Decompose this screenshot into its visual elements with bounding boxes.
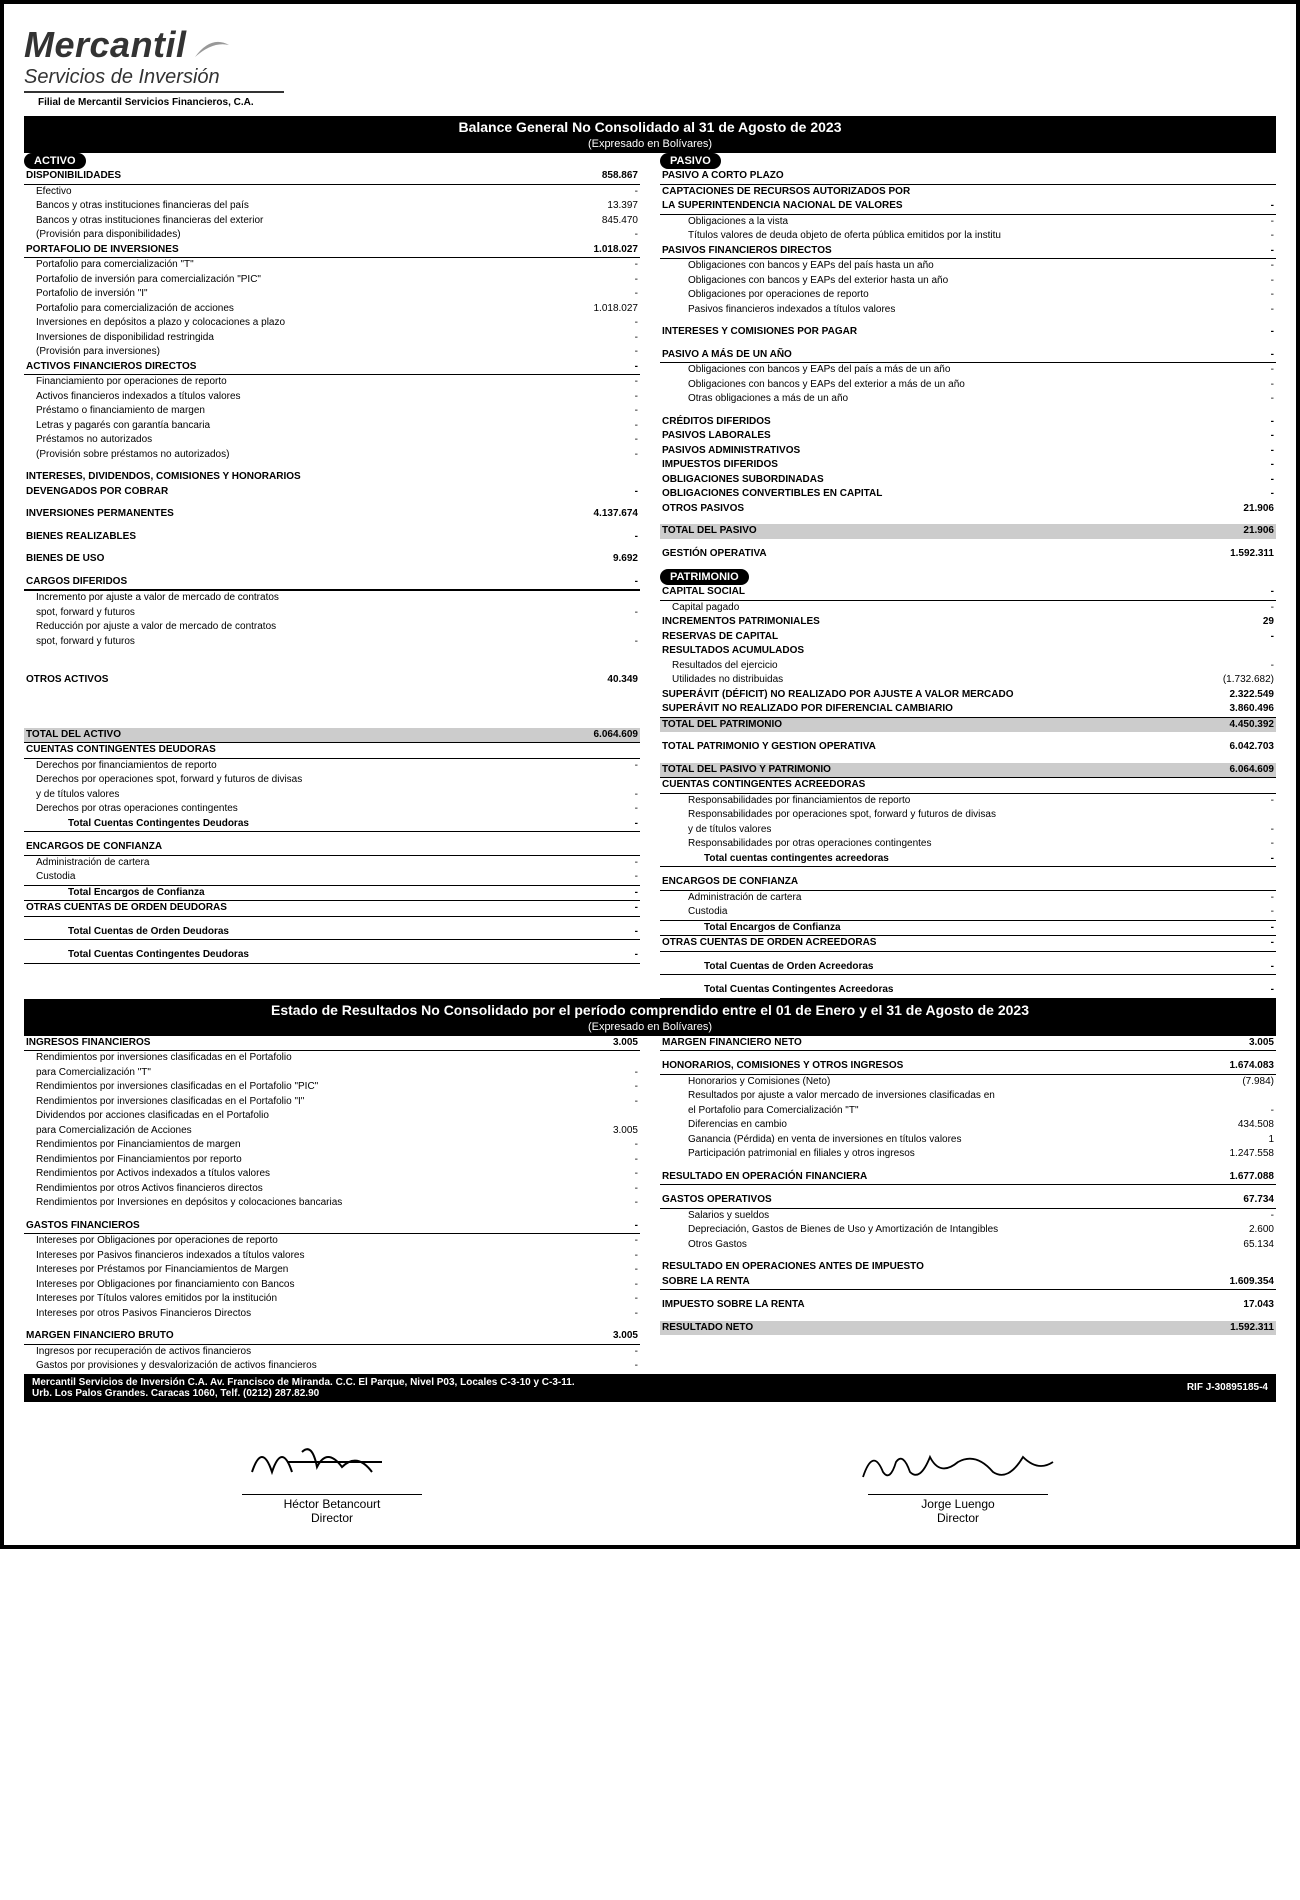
subbrand-text: Servicios de Inversión: [24, 66, 284, 93]
footer-line1: Mercantil Servicios de Inversión C.A. Av…: [32, 1377, 575, 1388]
pasivo-column: PASIVO PASIVO A CORTO PLAZO CAPTACIONES …: [660, 153, 1276, 999]
footer-line2: Urb. Los Palos Grandes. Caracas 1060, Te…: [32, 1388, 575, 1399]
logo: Mercantil: [24, 24, 1276, 66]
balance-columns: ACTIVO DISPONIBILIDADES858.867 Efectivo-…: [24, 153, 1276, 999]
signature-right-name: Jorge Luengo: [848, 1497, 1068, 1511]
signature-right-title: Director: [848, 1511, 1068, 1525]
footer-rif: RIF J-30895185-4: [1187, 1382, 1268, 1393]
resultados-title: Estado de Resultados No Consolidado por …: [24, 999, 1276, 1021]
brand-text: Mercantil: [24, 24, 187, 66]
patrimonio-pill: PATRIMONIO: [660, 569, 749, 585]
filial-text: Filial de Mercantil Servicios Financiero…: [38, 97, 1276, 108]
signature-left-title: Director: [232, 1511, 432, 1525]
signature-left-icon: [232, 1432, 432, 1492]
activo-column: ACTIVO DISPONIBILIDADES858.867 Efectivo-…: [24, 153, 640, 999]
activo-pill: ACTIVO: [24, 153, 86, 169]
resultados-subtitle: (Expresado en Bolívares): [24, 1021, 1276, 1036]
signature-left: Héctor Betancourt Director: [232, 1432, 432, 1525]
signature-right: Jorge Luengo Director: [848, 1432, 1068, 1525]
footer-bar: Mercantil Servicios de Inversión C.A. Av…: [24, 1374, 1276, 1402]
signature-left-name: Héctor Betancourt: [232, 1497, 432, 1511]
pasivo-pill: PASIVO: [660, 153, 721, 169]
signature-right-icon: [848, 1432, 1068, 1492]
resultados-left: INGRESOS FINANCIEROS3.005 Rendimientos p…: [24, 1036, 640, 1374]
logo-swoosh-icon: [193, 27, 233, 63]
balance-subtitle: (Expresado en Bolívares): [24, 138, 1276, 153]
document-header: Mercantil Servicios de Inversión Filial …: [24, 24, 1276, 108]
resultados-columns: INGRESOS FINANCIEROS3.005 Rendimientos p…: [24, 1036, 1276, 1374]
balance-title: Balance General No Consolidado al 31 de …: [24, 116, 1276, 138]
resultados-right: MARGEN FINANCIERO NETO3.005 HONORARIOS, …: [660, 1036, 1276, 1374]
signatures-block: Héctor Betancourt Director Jorge Luengo …: [24, 1432, 1276, 1525]
